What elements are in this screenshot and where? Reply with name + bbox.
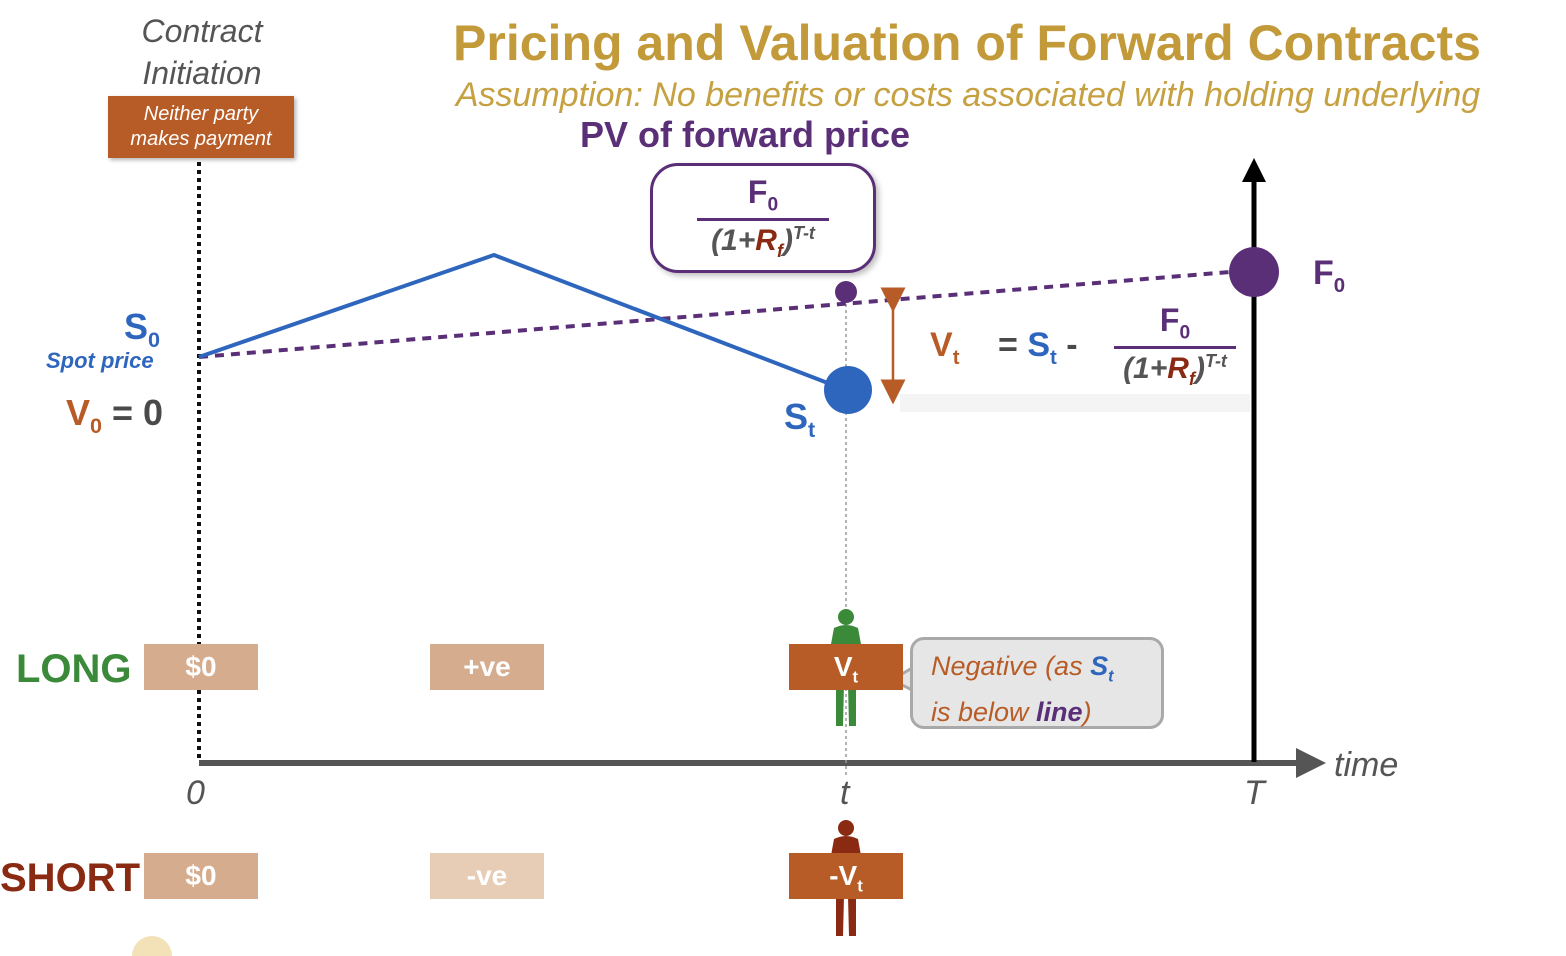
st-point (824, 366, 872, 414)
axis-maturity-label: T (1244, 774, 1265, 812)
assumption-subtitle: Assumption: No benefits or costs associa… (455, 76, 1481, 114)
contract-initiation-label: Contract Initiation (141, 13, 263, 91)
vt-fraction-bar (1114, 346, 1236, 350)
spot-price-caption: Spot price (46, 348, 154, 373)
f0-label: F0 (1313, 254, 1346, 297)
axis-t-label: t (840, 774, 850, 812)
s0-label: S0 (124, 306, 161, 353)
pv-denominator: (1+Rf)T-t (711, 223, 815, 262)
vt-equation: = St - (998, 326, 1078, 369)
short-tag-vt: -Vt (789, 853, 903, 899)
page-title: Pricing and Valuation of Forward Contrac… (453, 15, 1481, 71)
vt-fraction: F0 (1+Rf)T-t (1100, 302, 1250, 390)
pv-forward-line (198, 268, 1255, 359)
vt-label: Vt (930, 326, 960, 369)
pv-fraction: F0 (1+Rf)T-t (653, 174, 873, 262)
time-axis-arrowhead (1296, 748, 1326, 778)
neither-party-box: Neither party makes payment (108, 96, 294, 158)
long-tag-midpoint: +ve (430, 644, 544, 690)
v0-label: V0 = 0 (66, 392, 164, 439)
callout-line-2: is below line) (931, 697, 1092, 728)
short-label: SHORT (0, 856, 140, 900)
pv-numerator: F0 (747, 174, 779, 216)
axis-zero-label: 0 (186, 774, 205, 812)
st-label: St (784, 396, 816, 443)
long-tag-vt: Vt (789, 644, 903, 690)
pv-formula-box: F0 (1+Rf)T-t (650, 163, 876, 273)
spot-price-path (198, 252, 847, 392)
maturity-axis-arrowhead (1242, 158, 1266, 182)
short-tag-initiation: $0 (144, 853, 258, 899)
formula-shadow (900, 394, 1250, 412)
pv-heading: PV of forward price (580, 114, 911, 155)
f0-point (1229, 247, 1279, 297)
negative-callout: Negative (as St is below line) (910, 637, 1164, 729)
long-label: LONG (16, 647, 132, 691)
long-tag-initiation: $0 (144, 644, 258, 690)
vt-denominator: (1+Rf)T-t (1123, 351, 1227, 390)
pv-point (835, 281, 857, 303)
short-tag-midpoint: -ve (430, 853, 544, 899)
fraction-bar (697, 218, 829, 222)
vt-numerator: F0 (1159, 302, 1191, 344)
axis-time-label: time (1334, 746, 1399, 784)
callout-line-1: Negative (as St (931, 651, 1114, 686)
